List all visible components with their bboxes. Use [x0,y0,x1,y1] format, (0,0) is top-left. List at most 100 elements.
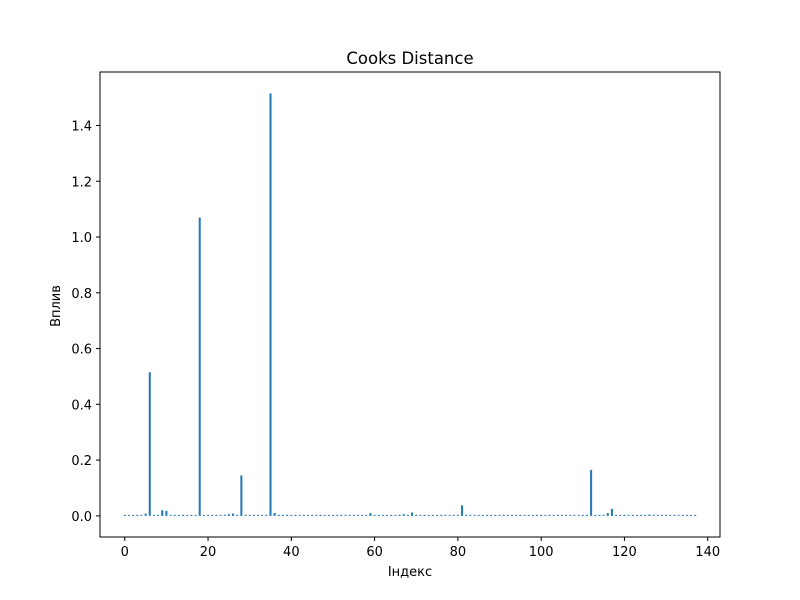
y-tick-label: 1.0 [71,231,92,246]
x-tick-label: 120 [612,545,637,560]
bar [656,514,659,516]
bar [190,514,193,516]
bar [373,514,376,516]
bar [261,514,264,516]
bar [565,514,568,516]
bar [523,514,526,516]
bar [644,514,647,516]
bar [327,514,330,516]
bar [452,514,455,516]
bar [132,514,135,516]
bar [569,514,572,516]
bar [615,514,618,516]
bar [694,514,697,516]
bar [660,514,663,516]
bar [585,514,588,516]
bar [519,514,522,516]
bar [215,514,218,516]
bar [306,514,309,516]
y-tick-label: 1.4 [71,119,92,134]
bar [140,514,143,516]
y-tick-label: 0.6 [71,343,92,358]
bar [540,514,543,516]
x-tick-label: 140 [695,545,720,560]
bar [123,514,126,516]
bar [506,514,509,516]
bar [598,514,601,516]
bar [148,372,151,516]
bar [635,514,638,516]
bar [269,93,272,516]
x-tick-label: 0 [121,545,129,560]
x-tick-label: 60 [366,545,383,560]
bar [323,514,326,516]
bar [127,514,130,516]
bar [461,505,464,516]
bar [456,514,459,516]
x-tick-label: 20 [200,545,217,560]
bar [448,514,451,516]
bar [648,514,651,516]
bar [581,514,584,516]
bar [398,514,401,516]
bar [386,514,389,516]
bar [415,514,418,516]
bar [244,514,247,516]
bar [169,514,172,516]
bar [348,514,351,516]
bar [486,514,489,516]
bar [282,514,284,516]
bar [669,514,672,516]
bar [481,514,484,516]
bar [423,514,426,516]
bar [377,514,380,516]
bar [319,514,322,516]
bar [402,514,405,516]
bar [182,514,185,516]
bar [436,514,439,516]
bar [444,514,447,516]
bar [531,514,534,516]
bar [536,514,538,516]
bars [123,93,697,516]
y-tick-label: 0.4 [71,398,92,413]
bar [473,514,476,516]
bar [427,514,430,516]
bar [527,514,530,516]
bar [590,469,593,516]
bar [685,514,688,516]
bar [265,514,268,516]
bar [219,514,222,516]
bar [390,514,393,516]
bar [606,513,609,516]
bar [681,514,684,516]
bar [198,217,201,516]
bar [490,514,493,516]
bar [556,514,559,516]
bar [223,514,226,516]
bar [352,514,355,516]
bar [157,514,160,516]
bar [290,514,293,516]
bar [369,513,372,516]
x-tick-label: 40 [283,545,300,560]
bar [186,514,189,516]
bar [548,514,551,516]
bar [298,514,301,516]
bar [136,514,139,516]
y-axis-label: Вплив [49,285,64,327]
y-tick-label: 0.8 [71,287,92,302]
x-tick-label: 80 [450,545,467,560]
bar [560,514,563,516]
bar [361,514,364,516]
bar [577,514,580,516]
bar [344,514,347,516]
bar [544,514,547,516]
bar [665,514,668,516]
bar [602,514,605,516]
bar [610,508,613,516]
bar [286,514,289,516]
bar [252,514,255,516]
